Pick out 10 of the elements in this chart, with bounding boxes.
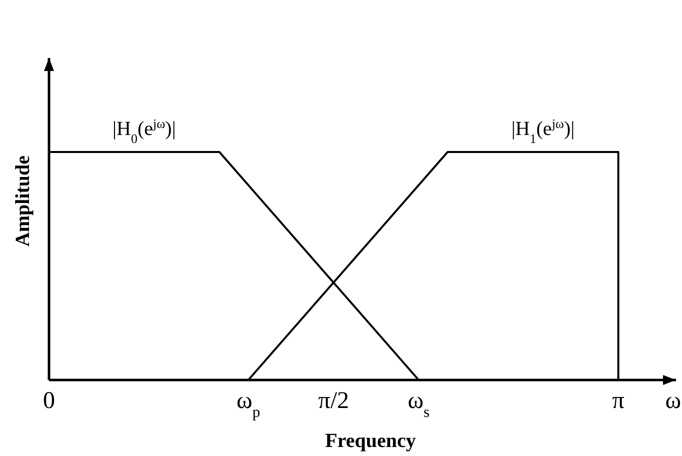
- text: ω: [665, 388, 681, 414]
- x-tick-label: 0: [43, 388, 55, 414]
- x-tick-label: ω$_{s}$: [408, 388, 430, 421]
- y-axis-title: Amplitude: [12, 155, 34, 247]
- x-tick-label: π/2: [318, 388, 350, 414]
- series-label: |H$_{0}$(e$^{jω}$)|: [112, 115, 176, 146]
- x-tick-label: ω$_{p}$: [236, 388, 260, 421]
- series-label: |H$_{1}$(e$^{jω}$)|: [511, 115, 575, 146]
- x-tick-label: π: [612, 388, 624, 414]
- x-axis-title: Frequency: [325, 430, 416, 452]
